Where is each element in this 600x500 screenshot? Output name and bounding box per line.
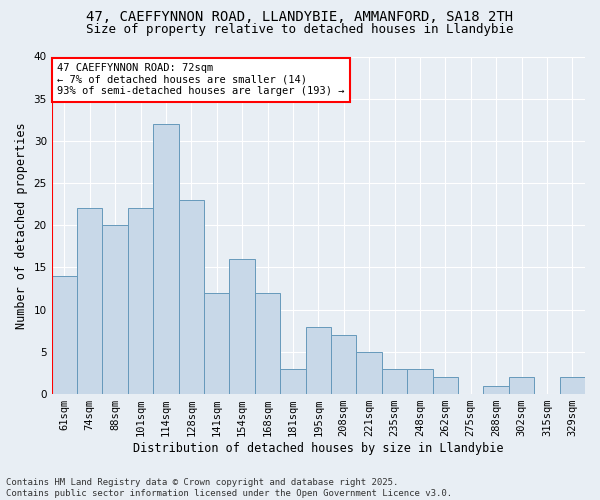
Bar (484, 386, 509, 394)
X-axis label: Distribution of detached houses by size in Llandybie: Distribution of detached houses by size … (133, 442, 503, 455)
Bar (52, 276, 77, 394)
Bar (509, 377, 534, 394)
Bar (382, 369, 407, 394)
Bar (407, 369, 433, 394)
Bar (331, 335, 356, 394)
Text: Size of property relative to detached houses in Llandybie: Size of property relative to detached ho… (86, 22, 514, 36)
Text: 47, CAEFFYNNON ROAD, LLANDYBIE, AMMANFORD, SA18 2TH: 47, CAEFFYNNON ROAD, LLANDYBIE, AMMANFOR… (86, 10, 514, 24)
Bar (255, 293, 280, 394)
Bar (153, 124, 179, 394)
Text: Contains HM Land Registry data © Crown copyright and database right 2025.
Contai: Contains HM Land Registry data © Crown c… (6, 478, 452, 498)
Bar (560, 377, 585, 394)
Bar (305, 326, 331, 394)
Bar (356, 352, 382, 394)
Bar (280, 369, 305, 394)
Bar (433, 377, 458, 394)
Y-axis label: Number of detached properties: Number of detached properties (15, 122, 28, 328)
Bar (77, 208, 103, 394)
Bar (229, 259, 255, 394)
Bar (103, 226, 128, 394)
Bar (128, 208, 153, 394)
Bar (204, 293, 229, 394)
Text: 47 CAEFFYNNON ROAD: 72sqm
← 7% of detached houses are smaller (14)
93% of semi-d: 47 CAEFFYNNON ROAD: 72sqm ← 7% of detach… (57, 64, 344, 96)
Bar (179, 200, 204, 394)
